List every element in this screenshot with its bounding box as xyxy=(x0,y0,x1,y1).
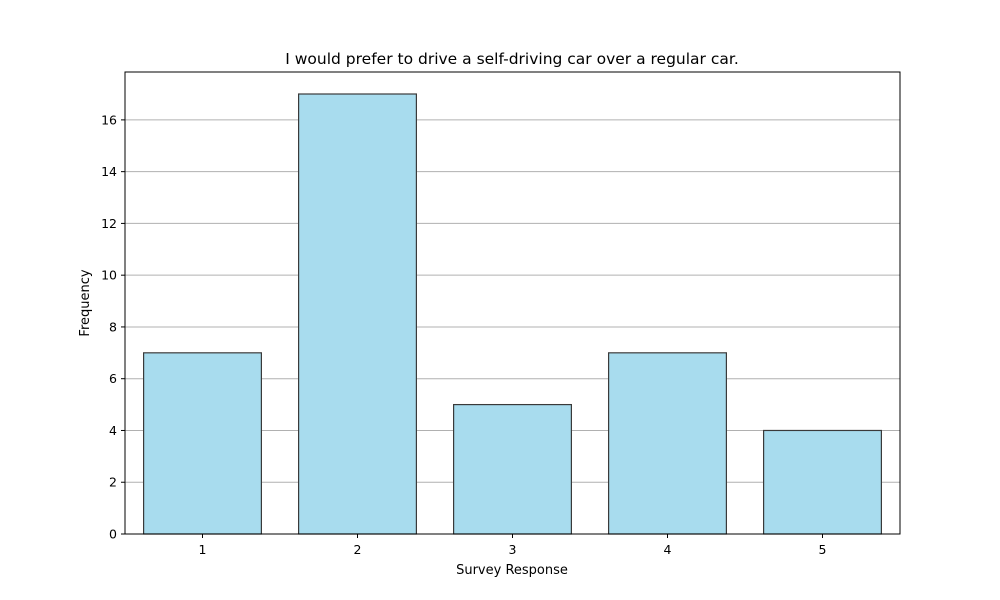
x-tick-label: 2 xyxy=(354,542,362,557)
x-tick-label: 1 xyxy=(199,542,207,557)
x-tick-label: 4 xyxy=(664,542,672,557)
x-axis-label: Survey Response xyxy=(456,563,568,578)
bar-2 xyxy=(298,93,418,535)
y-tick-label: 16 xyxy=(101,112,117,127)
chart-title: I would prefer to drive a self-driving c… xyxy=(285,50,739,68)
x-tick-label: 3 xyxy=(509,542,517,557)
y-axis-label: Frequency xyxy=(78,269,93,336)
y-axis-ticks: 0 2 4 6 8 10 12 14 16 xyxy=(101,112,125,542)
y-tick-label: 4 xyxy=(109,423,117,438)
y-tick-label: 14 xyxy=(101,164,117,179)
y-tick-label: 10 xyxy=(101,268,117,283)
bar-1 xyxy=(143,352,263,535)
bar-3 xyxy=(453,403,573,535)
y-tick-label: 8 xyxy=(109,319,117,334)
x-axis-ticks: 1 2 3 4 5 xyxy=(199,534,827,557)
y-tick-label: 12 xyxy=(101,216,117,231)
y-tick-label: 6 xyxy=(109,371,117,386)
bars xyxy=(143,93,882,535)
y-tick-label: 2 xyxy=(109,475,117,490)
bar-4 xyxy=(607,352,727,535)
y-tick-label: 0 xyxy=(109,527,117,542)
x-tick-label: 5 xyxy=(819,542,827,557)
bar-5 xyxy=(762,429,882,535)
